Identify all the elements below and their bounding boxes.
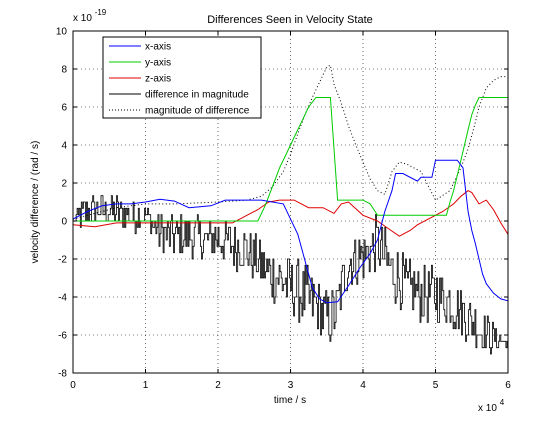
x-tick-label: 2 [215,380,221,391]
x-tick-label: 0 [70,380,76,391]
y-tick-label: 0 [61,217,67,228]
series-line-x-axis [72,159,509,304]
x-multiplier-exponent: 4 [500,398,505,407]
x-axis-label: time / s [274,395,306,406]
y-tick-label: -2 [58,255,67,266]
y-tick-label: 8 [61,65,67,76]
y-tick-label: 2 [61,179,67,190]
y-multiplier-base: x 10 [73,13,92,24]
chart-title: Differences Seen in Velocity State [207,14,373,26]
y-axis-label: velocity difference / (rad / s) [30,141,41,264]
y-tick-label: -8 [58,369,67,380]
x-tick-labels: 0 1 2 3 4 5 6 [70,380,511,391]
x-tick-label: 3 [288,380,294,391]
x-multiplier-base: x 10 [478,403,497,414]
x-tick-label: 4 [360,380,366,391]
legend: x-axis y-axis z-axis difference in magni… [102,36,262,119]
legend-label-z-axis: z-axis [145,74,171,85]
x-tick-label: 1 [143,380,149,391]
y-axis-multiplier: x 10 -19 [73,8,107,24]
y-tick-label: 6 [61,103,67,114]
y-tick-label: 4 [61,141,67,152]
series-line-difference-in-magnitude [73,195,508,355]
y-tick-label: -6 [58,331,67,342]
tick-marks [72,30,509,374]
y-tick-label: -4 [58,293,67,304]
y-multiplier-exponent: -19 [95,8,107,17]
series-layer [72,64,509,355]
y-tick-label: 10 [56,27,68,38]
legend-label-difference-in-magnitude: difference in magnitude [145,90,249,101]
x-tick-label: 6 [505,380,511,391]
series-line-z-axis [72,190,509,237]
series-line-y-axis [73,97,508,222]
legend-label-magnitude-of-difference: magnitude of difference [145,106,250,117]
legend-label-x-axis: x-axis [145,42,171,53]
legend-label-y-axis: y-axis [145,58,171,69]
x-tick-label: 5 [433,380,439,391]
y-tick-labels: -8 -6 -4 -2 0 2 4 6 8 10 [56,27,68,380]
x-axis-multiplier: x 10 4 [478,398,505,414]
